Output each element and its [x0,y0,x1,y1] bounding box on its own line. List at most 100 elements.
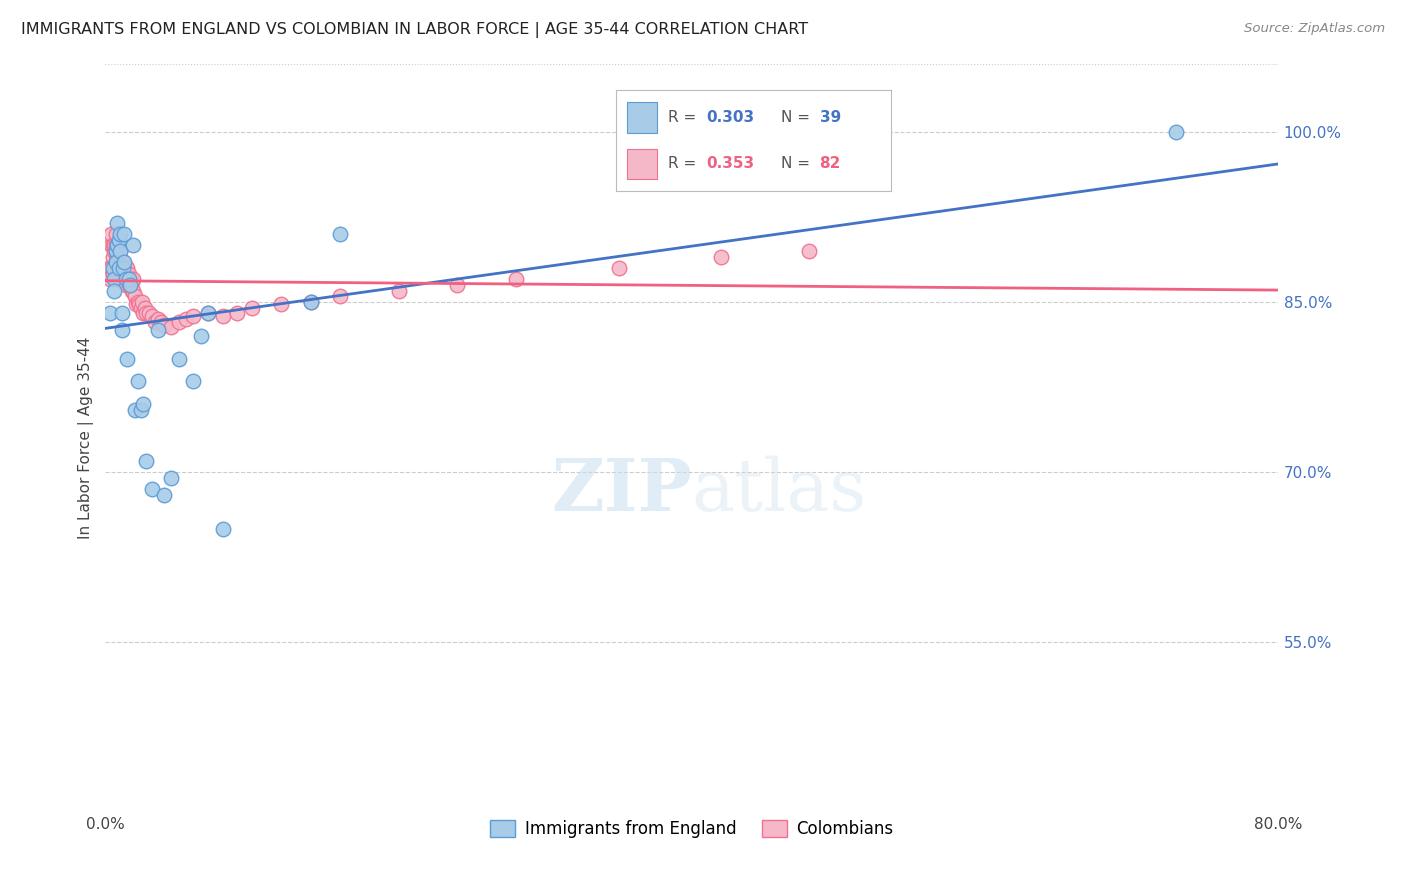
Point [141,482,163,496]
Point [329,227,352,241]
Point [183,309,205,323]
Y-axis label: In Labor Force | Age 35-44: In Labor Force | Age 35-44 [79,337,94,539]
Point [100,238,122,252]
Point [120,272,142,286]
Point [103,272,125,286]
Point [101,238,124,252]
Point [114,260,136,275]
Point [127,374,149,388]
Point [110,260,132,275]
Point [115,260,138,275]
Point [129,301,152,315]
Legend: Immigrants from England, Colombians: Immigrants from England, Colombians [484,814,900,845]
Point [153,488,176,502]
Point [101,260,124,275]
Point [505,272,527,286]
Point [111,267,134,281]
Point [107,260,129,275]
Point [160,320,183,334]
Point [105,250,128,264]
Point [118,267,141,281]
Point [329,289,352,303]
Point [197,306,219,320]
Point [108,227,131,241]
Point [104,255,127,269]
Point [141,309,163,323]
Point [108,244,131,258]
Point [710,250,733,264]
Point [797,244,820,258]
Point [387,284,409,298]
Point [153,318,176,332]
Point [146,312,169,326]
Point [131,295,153,310]
Point [103,260,125,275]
Point [160,470,183,484]
Point [104,227,127,241]
Point [104,244,127,258]
Point [150,315,173,329]
Point [114,255,136,269]
Point [135,306,157,320]
Point [111,260,134,275]
Point [107,233,129,247]
Point [110,306,132,320]
Point [108,250,131,264]
Point [105,216,128,230]
Point [107,244,129,258]
Point [122,284,145,298]
Point [101,250,124,264]
Point [104,255,127,269]
Point [114,267,136,281]
Point [114,272,136,286]
Point [100,260,122,275]
Point [125,297,148,311]
Point [183,374,205,388]
Point [1164,125,1187,139]
Point [118,278,141,293]
Point [117,351,139,366]
Point [111,255,134,269]
Point [108,244,131,258]
Point [107,250,129,264]
Point [121,284,143,298]
Text: atlas: atlas [692,455,868,525]
Point [211,309,233,323]
Point [211,522,233,536]
Point [108,272,131,286]
Point [103,244,125,258]
Point [98,267,121,281]
Point [108,260,131,275]
Point [105,238,128,252]
Point [103,238,125,252]
Point [105,272,128,286]
Point [240,301,263,315]
Point [118,272,141,286]
Text: IMMIGRANTS FROM ENGLAND VS COLOMBIAN IN LABOR FORCE | AGE 35-44 CORRELATION CHAR: IMMIGRANTS FROM ENGLAND VS COLOMBIAN IN … [21,22,808,38]
Point [197,306,219,320]
Point [122,272,145,286]
Point [117,272,139,286]
Point [299,295,322,310]
Point [167,315,190,329]
Point [98,306,121,320]
Text: Source: ZipAtlas.com: Source: ZipAtlas.com [1244,22,1385,36]
Point [121,275,143,289]
Point [132,397,155,411]
Point [146,323,169,337]
Point [115,267,138,281]
Point [132,306,155,320]
Point [120,278,142,293]
Point [107,260,129,275]
Point [190,329,212,343]
Point [110,272,132,286]
Point [135,453,157,467]
Point [104,238,127,252]
Point [115,272,138,286]
Point [97,260,120,275]
Point [101,267,124,281]
Point [124,289,146,303]
Point [299,295,322,310]
Point [446,278,468,293]
Point [122,238,145,252]
